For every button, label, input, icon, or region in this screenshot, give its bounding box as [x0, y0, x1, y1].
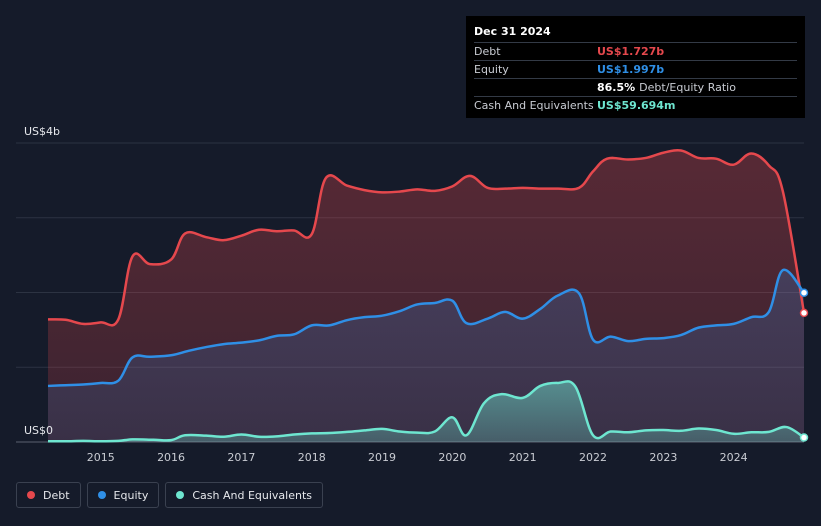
legend-label: Equity	[113, 488, 149, 502]
equity-end-point	[799, 288, 809, 297]
x-tick-labels: 2015 2016 2017 2018 2019 2020 2021 2022 2023 2024	[87, 451, 748, 464]
legend-dot-icon	[176, 491, 185, 499]
tooltip-date: Dec 31 2024	[474, 22, 797, 43]
series-areas	[48, 150, 804, 442]
legend-item-equity[interactable]: Equity	[86, 482, 160, 508]
tooltip-row-equity: Equity US$1.997b	[474, 61, 797, 79]
tooltip-ratio-label: Debt/Equity Ratio	[639, 81, 736, 94]
tooltip-label: Equity	[474, 63, 509, 76]
tooltip-row-ratio: 86.5% Debt/Equity Ratio	[474, 79, 797, 97]
tooltip-panel: Dec 31 2024 Debt US$1.727b Equity US$1.9…	[466, 16, 805, 118]
x-tick-label: 2015	[87, 451, 115, 464]
cash-line	[47, 380, 805, 443]
legend-item-debt[interactable]: Debt	[16, 482, 81, 508]
tooltip-label: Cash And Equivalents	[474, 99, 594, 112]
debt-end-point	[799, 308, 809, 318]
tooltip-label: Debt	[474, 45, 501, 58]
x-tick-label: 2020	[438, 451, 466, 464]
x-tick-label: 2017	[227, 451, 255, 464]
legend-dot-icon	[27, 491, 35, 499]
tooltip-row-debt: Debt US$1.727b	[474, 43, 797, 61]
end-markers	[799, 288, 809, 442]
y-tick-labels: US$4b US$0	[24, 125, 60, 437]
legend-item-cash[interactable]: Cash And Equivalents	[165, 482, 323, 508]
legend-label: Cash And Equivalents	[192, 488, 312, 502]
y-tick-label: US$4b	[24, 125, 60, 138]
x-tick-label: 2016	[157, 451, 185, 464]
cash-area	[48, 381, 804, 442]
x-tick-label: 2018	[298, 451, 326, 464]
debt-line	[47, 148, 806, 327]
x-tick-label: 2024	[720, 451, 748, 464]
tooltip-equity-value: US$1.997b	[597, 63, 665, 76]
tooltip-ratio-value: 86.5%	[597, 81, 636, 94]
legend-label: Debt	[43, 488, 70, 502]
tooltip-row-cash: Cash And Equivalents US$59.694m	[474, 97, 797, 114]
x-tick-label: 2023	[649, 451, 677, 464]
cash-end-point	[799, 433, 809, 442]
tooltip-debt-value: US$1.727b	[597, 45, 665, 58]
chart-legend: Debt Equity Cash And Equivalents	[16, 482, 323, 508]
x-tick-label: 2019	[368, 451, 396, 464]
x-tick-label: 2021	[509, 451, 537, 464]
tooltip-cash-value: US$59.694m	[597, 99, 676, 112]
x-tick-label: 2022	[579, 451, 607, 464]
equity-line	[47, 268, 805, 388]
tooltip-label	[474, 79, 597, 96]
y-tick-label: US$0	[24, 424, 53, 437]
series-lines	[47, 148, 806, 443]
legend-dot-icon	[97, 491, 106, 499]
equity-area	[48, 269, 804, 442]
